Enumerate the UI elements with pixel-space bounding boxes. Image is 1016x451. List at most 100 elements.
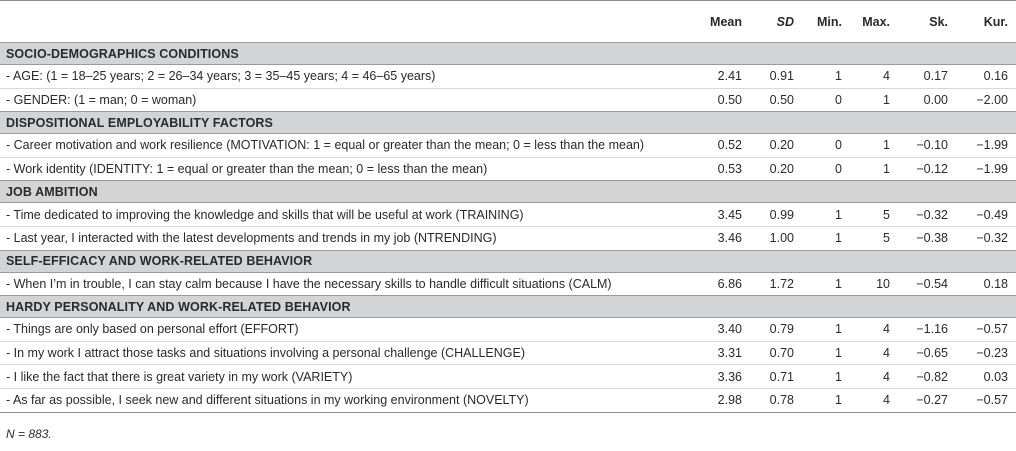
cell-mean: 2.98 (694, 387, 750, 413)
header-label (0, 1, 694, 43)
cell-sd: 0.99 (769, 207, 794, 222)
section-title: JOB AMBITION (6, 184, 98, 199)
variable-label: - In my work I attract those tasks and s… (0, 340, 694, 365)
descriptive-statistics-table: Mean SD Min. Max. Sk. Kur. SOCIO-DEMOGRA… (0, 0, 1016, 413)
cell-kur: 0.18 (983, 276, 1008, 291)
variable-label: - GENDER: (1 = man; 0 = woman) (0, 87, 694, 112)
variable-label: - Work identity (IDENTITY: 1 = equal or … (0, 156, 694, 181)
table-row: - As far as possible, I seek new and dif… (0, 387, 1016, 413)
cell-max: 5 (850, 225, 898, 251)
section-title: SELF-EFFICACY AND WORK-RELATED BEHAVIOR (6, 254, 313, 269)
cell-sk: −0.10 (916, 138, 948, 153)
cell-kur: −0.23 (956, 340, 1016, 365)
header-sd: SD (776, 14, 794, 29)
cell-sk: 0.17 (923, 69, 948, 84)
section-header-row: SELF-EFFICACY AND WORK-RELATED BEHAVIOR (0, 250, 1016, 273)
cell-max: 4 (883, 322, 890, 337)
header-min: Min. (817, 14, 842, 29)
cell-max: 4 (883, 69, 890, 84)
variable-label: - When I’m in trouble, I can stay calm b… (6, 276, 612, 291)
cell-sk: −1.16 (916, 322, 948, 337)
variable-label: - Things are only based on personal effo… (6, 322, 299, 337)
cell-kur: −1.99 (976, 138, 1008, 153)
cell-mean: 0.50 (694, 87, 750, 112)
cell-sd: 0.70 (750, 340, 802, 365)
cell-max: 1 (883, 138, 890, 153)
cell-min: 1 (835, 276, 842, 291)
variable-label: - Career motivation and work resilience … (6, 138, 645, 153)
variable-label: - Last year, I interacted with the lates… (0, 225, 694, 251)
cell-min: 0 (802, 87, 850, 112)
cell-sd: 0.20 (769, 138, 794, 153)
table-row: - Time dedicated to improving the knowle… (0, 203, 1016, 227)
header-mean: Mean (710, 14, 742, 29)
cell-min: 1 (835, 69, 842, 84)
cell-sk: −0.32 (916, 207, 948, 222)
section-header-row: DISPOSITIONAL EMPLOYABILITY FACTORS (0, 111, 1016, 134)
cell-sd: 0.79 (769, 322, 794, 337)
cell-sd: 1.72 (769, 276, 794, 291)
variable-label: - AGE: (1 = 18–25 years; 2 = 26–34 years… (6, 69, 436, 84)
table-header-row: Mean SD Min. Max. Sk. Kur. (0, 0, 1016, 43)
cell-mean: 3.31 (694, 340, 750, 365)
table-row: - Things are only based on personal effo… (0, 318, 1016, 342)
table-row: - Work identity (IDENTITY: 1 = equal or … (0, 156, 1016, 181)
section-title: SOCIO-DEMOGRAPHICS CONDITIONS (6, 46, 239, 61)
cell-min: 1 (802, 225, 850, 251)
header-sk: Sk. (929, 14, 948, 29)
cell-kur: −0.57 (976, 322, 1008, 337)
descriptive-statistics-table-container: Mean SD Min. Max. Sk. Kur. SOCIO-DEMOGRA… (0, 0, 1016, 413)
cell-min: 1 (802, 364, 850, 389)
section-title: HARDY PERSONALITY AND WORK-RELATED BEHAV… (6, 299, 351, 314)
cell-min: 1 (835, 207, 842, 222)
variable-label: - Time dedicated to improving the knowle… (6, 207, 524, 222)
header-kur: Kur. (983, 14, 1008, 29)
section-header-row: HARDY PERSONALITY AND WORK-RELATED BEHAV… (0, 295, 1016, 318)
cell-min: 1 (802, 340, 850, 365)
variable-label: - As far as possible, I seek new and dif… (0, 387, 694, 413)
cell-max: 4 (850, 364, 898, 389)
cell-max: 4 (850, 387, 898, 413)
cell-sk: −0.65 (898, 340, 956, 365)
table-row: - In my work I attract those tasks and s… (0, 340, 1016, 365)
section-title: DISPOSITIONAL EMPLOYABILITY FACTORS (6, 115, 273, 130)
table-row: - AGE: (1 = 18–25 years; 2 = 26–34 years… (0, 65, 1016, 89)
cell-mean: 3.36 (694, 364, 750, 389)
cell-mean: 3.46 (694, 225, 750, 251)
table-body: SOCIO-DEMOGRAPHICS CONDITIONS - AGE: (1 =… (0, 42, 1016, 413)
table-row: - When I’m in trouble, I can stay calm b… (0, 272, 1016, 296)
note-text: N = 883. (6, 427, 52, 441)
cell-min: 0 (802, 156, 850, 181)
cell-sd: 0.78 (750, 387, 802, 413)
sample-size-note: N = 883. (6, 427, 52, 441)
cell-max: 4 (850, 340, 898, 365)
cell-sk: 0.00 (898, 87, 956, 112)
cell-mean: 6.86 (717, 276, 742, 291)
section-header-row: JOB AMBITION (0, 180, 1016, 203)
cell-mean: 0.53 (694, 156, 750, 181)
variable-label: - I like the fact that there is great va… (0, 364, 694, 389)
cell-kur: −2.00 (956, 87, 1016, 112)
cell-sd: 1.00 (750, 225, 802, 251)
cell-kur: −1.99 (956, 156, 1016, 181)
cell-sk: −0.27 (898, 387, 956, 413)
cell-kur: 0.16 (983, 69, 1008, 84)
cell-kur: −0.57 (956, 387, 1016, 413)
table-row: - Last year, I interacted with the lates… (0, 225, 1016, 251)
table-row: - GENDER: (1 = man; 0 = woman) 0.50 0.50 0 1… (0, 87, 1016, 112)
section-header-row: SOCIO-DEMOGRAPHICS CONDITIONS (0, 42, 1016, 65)
cell-sk: −0.82 (898, 364, 956, 389)
cell-sd: 0.91 (769, 69, 794, 84)
cell-kur: −0.32 (956, 225, 1016, 251)
cell-sd: 0.71 (750, 364, 802, 389)
cell-min: 1 (802, 387, 850, 413)
cell-mean: 0.52 (717, 138, 742, 153)
cell-sd: 0.20 (750, 156, 802, 181)
header-max: Max. (862, 14, 890, 29)
table-row: - I like the fact that there is great va… (0, 364, 1016, 389)
cell-mean: 3.45 (717, 207, 742, 222)
cell-sk: −0.38 (898, 225, 956, 251)
cell-sk: −0.54 (916, 276, 948, 291)
cell-min: 0 (835, 138, 842, 153)
cell-sd: 0.50 (750, 87, 802, 112)
